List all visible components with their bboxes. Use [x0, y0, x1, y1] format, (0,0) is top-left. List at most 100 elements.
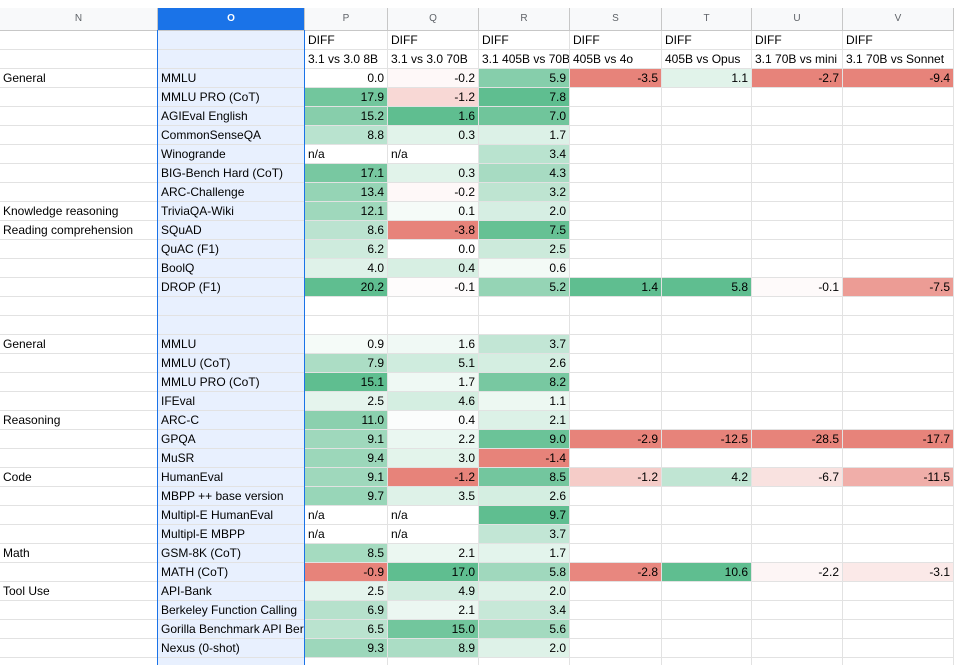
cell[interactable] — [570, 658, 662, 665]
cell[interactable] — [0, 107, 158, 126]
value-cell[interactable]: 8.9 — [388, 639, 479, 658]
benchmark-label[interactable]: MMLU PRO (CoT) — [158, 88, 305, 107]
value-cell[interactable]: 1.7 — [479, 126, 570, 145]
value-cell[interactable]: 6.5 — [305, 620, 388, 639]
value-cell[interactable]: -9.4 — [843, 69, 954, 88]
column-header[interactable]: O — [158, 8, 305, 31]
cell[interactable] — [388, 297, 479, 316]
value-cell[interactable]: 2.6 — [479, 354, 570, 373]
cell[interactable] — [843, 297, 954, 316]
cell[interactable] — [843, 620, 954, 639]
value-cell[interactable]: 0.9 — [305, 335, 388, 354]
cell[interactable] — [843, 411, 954, 430]
group-label[interactable]: General — [0, 69, 158, 88]
header-cell[interactable]: 3.1 70B vs Sonnet — [843, 50, 954, 69]
value-cell[interactable]: -3.1 — [843, 563, 954, 582]
benchmark-label[interactable]: Multipl-E MBPP — [158, 525, 305, 544]
column-header[interactable]: V — [843, 8, 954, 31]
cell[interactable] — [570, 221, 662, 240]
cell[interactable] — [570, 126, 662, 145]
cell[interactable] — [843, 240, 954, 259]
cell[interactable] — [570, 259, 662, 278]
value-cell[interactable]: 20.2 — [305, 278, 388, 297]
group-label[interactable]: General — [0, 335, 158, 354]
cell[interactable] — [0, 487, 158, 506]
cell[interactable] — [0, 658, 158, 665]
cell[interactable] — [570, 316, 662, 335]
cell[interactable] — [843, 354, 954, 373]
cell[interactable] — [843, 316, 954, 335]
cell[interactable] — [388, 316, 479, 335]
header-cell[interactable]: DIFF — [305, 31, 388, 50]
value-cell[interactable]: -1.4 — [479, 449, 570, 468]
benchmark-label[interactable]: ARC-Challenge — [158, 183, 305, 202]
cell[interactable] — [0, 183, 158, 202]
cell[interactable] — [570, 202, 662, 221]
cell[interactable] — [0, 620, 158, 639]
benchmark-label[interactable]: DROP (F1) — [158, 278, 305, 297]
cell[interactable] — [662, 145, 752, 164]
value-cell[interactable]: 4.3 — [479, 164, 570, 183]
cell[interactable] — [570, 449, 662, 468]
column-header[interactable]: R — [479, 8, 570, 31]
value-cell[interactable]: 5.1 — [388, 354, 479, 373]
cell[interactable] — [843, 639, 954, 658]
value-cell[interactable]: 1.6 — [388, 107, 479, 126]
value-cell[interactable]: -2.8 — [570, 563, 662, 582]
value-cell[interactable]: 2.5 — [305, 392, 388, 411]
benchmark-label[interactable]: Berkeley Function Calling — [158, 601, 305, 620]
cell[interactable] — [0, 373, 158, 392]
cell[interactable] — [662, 202, 752, 221]
value-cell[interactable]: 13.4 — [305, 183, 388, 202]
cell[interactable] — [158, 31, 305, 50]
cell[interactable] — [0, 145, 158, 164]
cell[interactable] — [843, 221, 954, 240]
cell[interactable] — [752, 354, 843, 373]
value-cell[interactable]: 17.9 — [305, 88, 388, 107]
cell[interactable] — [0, 639, 158, 658]
cell[interactable] — [843, 544, 954, 563]
column-header[interactable]: Q — [388, 8, 479, 31]
cell[interactable] — [752, 88, 843, 107]
value-cell[interactable]: 0.4 — [388, 259, 479, 278]
cell[interactable] — [662, 449, 752, 468]
cell[interactable] — [570, 411, 662, 430]
cell[interactable] — [0, 240, 158, 259]
value-cell[interactable]: n/a — [305, 506, 388, 525]
cell[interactable] — [752, 525, 843, 544]
value-cell[interactable]: 5.6 — [479, 620, 570, 639]
value-cell[interactable]: 8.5 — [305, 544, 388, 563]
benchmark-label[interactable]: HumanEval — [158, 468, 305, 487]
benchmark-label[interactable]: GSM-8K (CoT) — [158, 544, 305, 563]
cell[interactable] — [0, 601, 158, 620]
benchmark-label[interactable]: IFEval — [158, 392, 305, 411]
cell[interactable] — [662, 487, 752, 506]
cell[interactable] — [158, 297, 305, 316]
cell[interactable] — [662, 335, 752, 354]
cell[interactable] — [752, 373, 843, 392]
cell[interactable] — [0, 164, 158, 183]
cell[interactable] — [752, 145, 843, 164]
cell[interactable] — [662, 544, 752, 563]
cell[interactable] — [305, 658, 388, 665]
value-cell[interactable]: -0.1 — [752, 278, 843, 297]
cell[interactable] — [662, 620, 752, 639]
cell[interactable] — [570, 297, 662, 316]
cell[interactable] — [662, 107, 752, 126]
cell[interactable] — [843, 164, 954, 183]
value-cell[interactable]: 17.1 — [305, 164, 388, 183]
column-header[interactable]: N — [0, 8, 158, 31]
cell[interactable] — [752, 202, 843, 221]
value-cell[interactable]: 0.6 — [479, 259, 570, 278]
cell[interactable] — [843, 88, 954, 107]
value-cell[interactable]: 4.6 — [388, 392, 479, 411]
cell[interactable] — [0, 50, 158, 69]
value-cell[interactable]: -2.2 — [752, 563, 843, 582]
header-cell[interactable]: DIFF — [843, 31, 954, 50]
value-cell[interactable]: 1.1 — [479, 392, 570, 411]
cell[interactable] — [570, 335, 662, 354]
benchmark-label[interactable]: MATH (CoT) — [158, 563, 305, 582]
cell[interactable] — [662, 354, 752, 373]
value-cell[interactable]: 8.5 — [479, 468, 570, 487]
cell[interactable] — [843, 525, 954, 544]
